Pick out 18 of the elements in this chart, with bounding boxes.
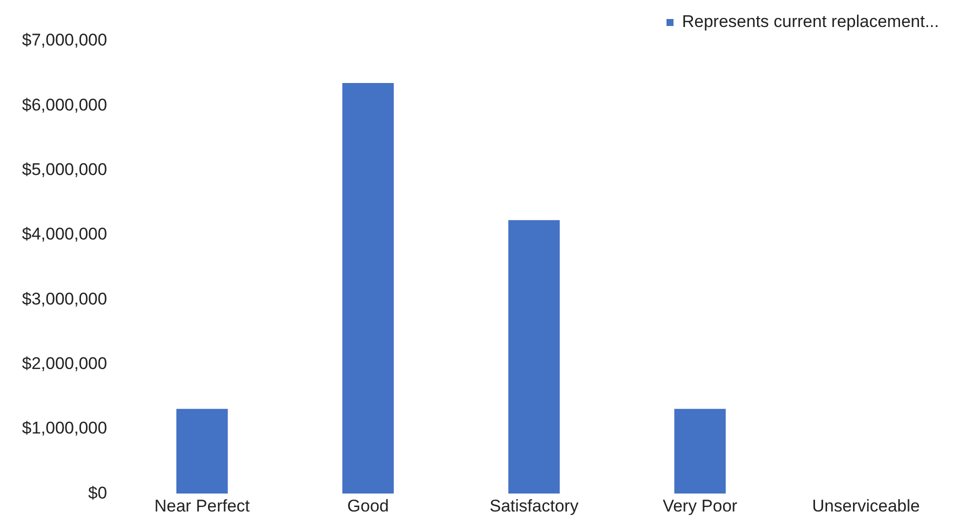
y-tick-label: $6,000,000	[22, 95, 108, 114]
bar	[674, 408, 726, 494]
bar	[176, 408, 228, 494]
x-tick-label: Unserviceable	[812, 496, 920, 516]
y-tick-label: $7,000,000	[22, 30, 108, 50]
y-tick-label: $5,000,000	[22, 160, 108, 179]
x-tick-label: Very Poor	[662, 496, 738, 516]
y-tick-label: $0	[88, 483, 108, 502]
y-tick-label: $1,000,000	[22, 418, 108, 438]
x-tick-label: Near Perfect	[154, 496, 250, 516]
x-tick-label: Satisfactory	[490, 496, 579, 516]
bar	[342, 83, 394, 494]
y-tick-label: $4,000,000	[22, 224, 108, 244]
legend-label: Represents current replacement...	[682, 12, 940, 32]
bar	[508, 220, 560, 494]
y-tick-label: $2,000,000	[22, 354, 108, 373]
x-tick-label: Good	[347, 496, 389, 516]
y-tick-label: $3,000,000	[22, 289, 108, 308]
